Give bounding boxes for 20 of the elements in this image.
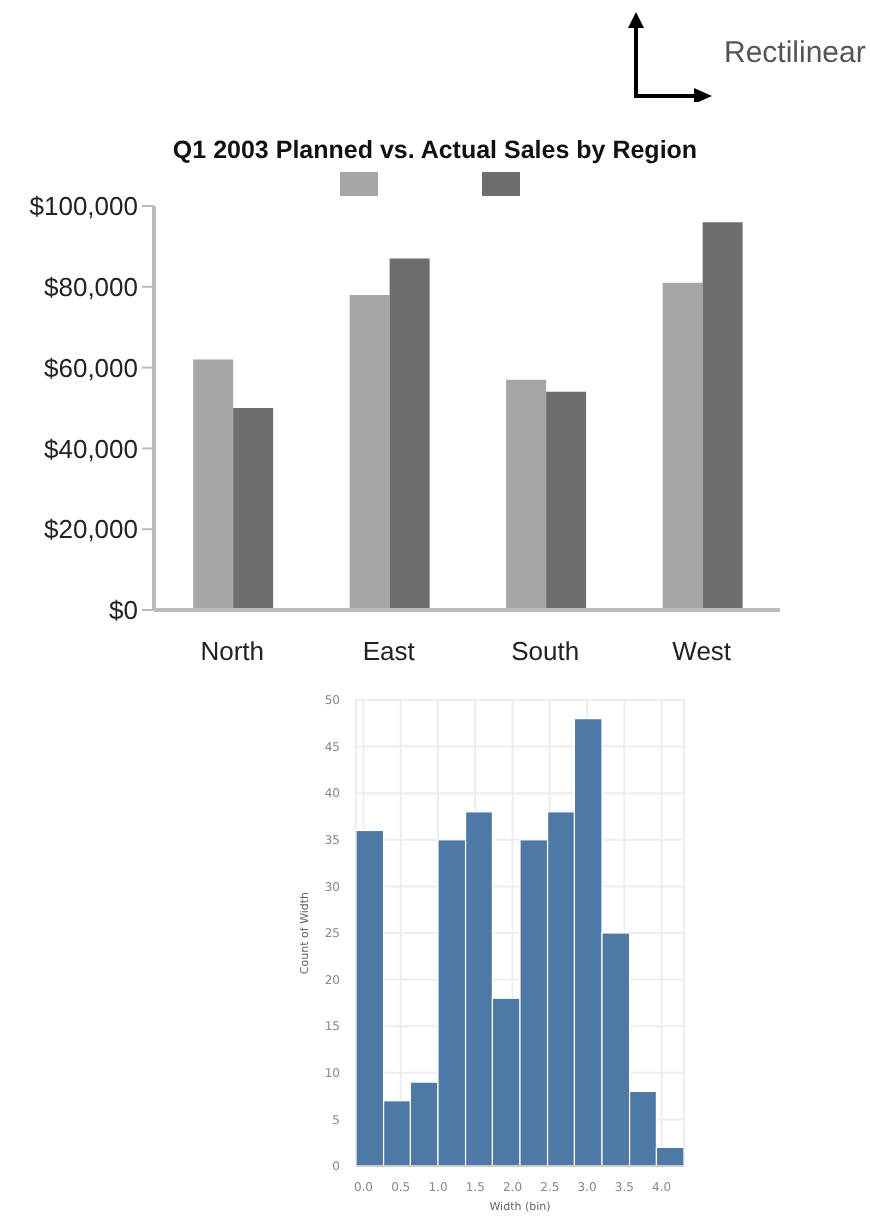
bar: [546, 391, 587, 610]
bar: [702, 222, 743, 610]
bar: [233, 408, 274, 610]
y-tick-label: $80,000: [44, 272, 138, 303]
text: Rectilinear: [724, 36, 866, 70]
bar: [193, 359, 234, 610]
x-tick-label: South: [511, 636, 580, 667]
chart-title: Q1 2003 Planned vs. Actual Sales by Region: [170, 136, 700, 164]
bar: [389, 258, 430, 610]
x-tick-label: North: [200, 636, 265, 667]
y-tick-label: $0: [109, 595, 138, 626]
y-tick-label: $60,000: [44, 352, 138, 383]
bar: [506, 379, 547, 610]
bar: [349, 294, 390, 610]
x-tick-label: East: [362, 636, 416, 667]
bar: [662, 282, 703, 610]
y-tick-label: $20,000: [44, 514, 138, 545]
y-tick-label: $100,000: [29, 191, 138, 222]
x-tick-label: West: [672, 636, 732, 667]
y-tick-label: $40,000: [44, 433, 138, 464]
